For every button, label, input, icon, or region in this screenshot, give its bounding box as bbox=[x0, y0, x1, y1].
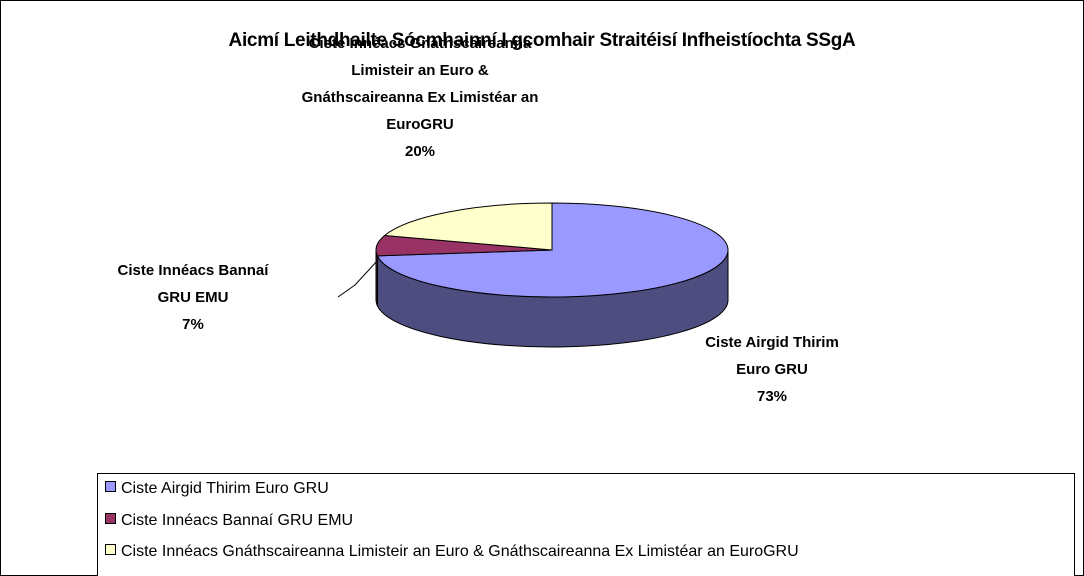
legend-item: Ciste Innéacs Bannaí GRU EMU bbox=[105, 512, 353, 530]
leader-line bbox=[337, 259, 379, 298]
legend-swatch bbox=[105, 481, 116, 492]
data-label: Ciste Airgid Thirim Euro GRU 73% bbox=[687, 329, 857, 410]
legend-swatch bbox=[105, 512, 116, 524]
legend-label: Ciste Airgid Thirim Euro GRU bbox=[121, 480, 329, 497]
data-label-value: 7% bbox=[182, 316, 204, 333]
data-label-name: Ciste Innéacs Bannaí GRU EMU bbox=[117, 262, 269, 306]
data-label: Ciste Innéacs Bannaí GRU EMU 7% bbox=[103, 257, 283, 338]
legend-item: Ciste Airgid Thirim Euro GRU bbox=[105, 480, 329, 498]
slice bbox=[376, 202, 729, 298]
data-label-value: 20% bbox=[404, 143, 436, 160]
data-label-name: Ciste Innéacs Gnáthscaireanna Limisteir … bbox=[301, 35, 539, 133]
legend-label: Ciste Innéacs Gnáthscaireanna Limisteir … bbox=[121, 543, 799, 560]
legend-swatch bbox=[105, 544, 116, 555]
slice bbox=[383, 202, 553, 251]
data-label-value: 73% bbox=[756, 388, 788, 405]
legend-item: Ciste Innéacs Gnáthscaireanna Limisteir … bbox=[105, 543, 799, 561]
legend: Ciste Airgid Thirim Euro GRU Ciste Innéac… bbox=[97, 473, 1075, 576]
chart-title: Aicmí Leithdhailte Sócmhainní I gcomhair… bbox=[228, 30, 856, 51]
data-label: Ciste Innéacs Gnáthscaireanna Limisteir … bbox=[300, 30, 540, 165]
slice-side bbox=[375, 249, 378, 307]
data-label-name: Ciste Airgid Thirim Euro GRU bbox=[705, 334, 839, 378]
legend-label: Ciste Innéacs Bannaí GRU EMU bbox=[121, 511, 354, 529]
